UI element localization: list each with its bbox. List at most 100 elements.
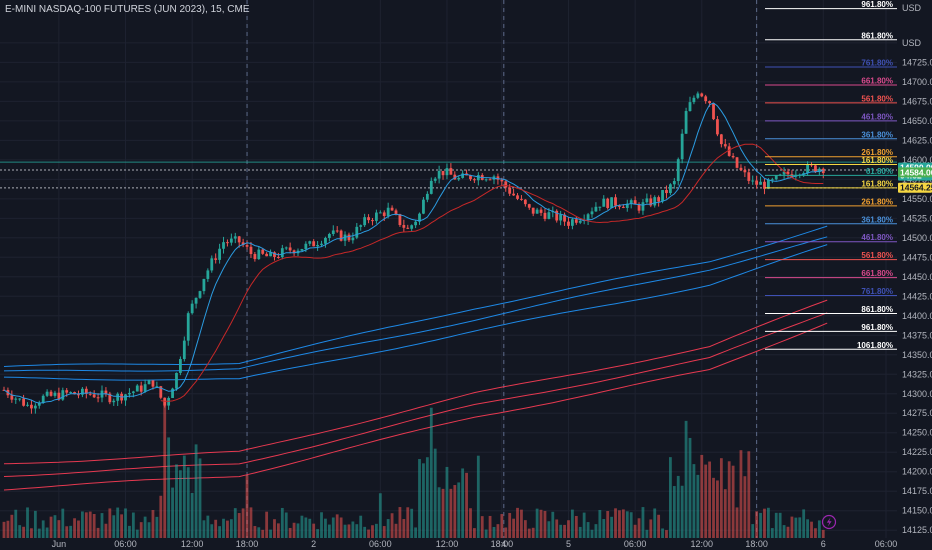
volume-bar [229,519,233,538]
volume-bar [339,517,343,538]
fib-level: 261.80% [765,197,897,207]
candle-body [22,398,25,406]
volume-bar [300,515,304,538]
volume-bar [2,521,6,538]
volume-bar [504,527,508,538]
candle-body [555,210,559,221]
candle-body [814,165,817,173]
candle-body [69,392,73,394]
candle-body [590,211,594,215]
volume-bar [727,461,731,538]
candle-body [33,405,37,409]
candle [606,197,610,210]
candle [743,166,747,178]
candle-body [210,258,214,271]
candle-body [277,256,280,258]
price-tick-label: 14600.00 [902,155,932,165]
candle [371,217,374,226]
candle [441,170,445,180]
volume-bar [731,465,735,538]
candle [429,177,433,195]
candle [625,199,629,212]
candle-body [433,178,437,181]
time-tick-label: 6 [821,539,826,549]
volume-bar [312,523,316,538]
fib-label: 961.80% [861,323,893,332]
candle-body [574,219,578,223]
candle [571,217,574,230]
lightning-icon[interactable] [821,514,837,530]
candle-body [202,278,206,292]
price-axis[interactable]: 14125.00 14150.00 14175.00 14200.00 14225.00… [897,0,932,550]
candle-body [516,195,519,199]
slow-moving-average [160,143,824,402]
candle [641,199,645,215]
candle-body [418,213,421,222]
volume-bar [73,518,76,538]
volume-bar [574,515,578,538]
candle-body [422,199,425,214]
price-tick-label: 14725.00 [902,57,932,67]
time-tick-label: 06:00 [369,539,392,549]
candle [277,252,280,259]
fib-level: 361.80% [765,215,897,225]
candle-body [171,388,174,398]
candle [182,336,186,362]
candle-body [488,179,492,181]
candle [179,356,182,376]
price-tick-label: 14150.00 [902,506,932,516]
volume-bar [343,524,347,538]
volume-bar [367,529,370,538]
time-tick-label: 06:00 [624,539,647,549]
volume-bar [559,524,563,538]
candle-body [684,111,688,134]
candle-body [30,404,33,409]
candle-body [657,197,661,202]
candle-body [653,197,657,206]
candle-body [116,393,120,401]
time-axis[interactable]: Jun 06:00 12:00 18:00 2 06:00 12:00 18:004 5 06:0… [52,539,898,549]
candle [367,214,370,224]
candle-body [190,303,194,314]
fib-label: 361.80% [861,130,893,139]
candle [716,115,719,137]
candle [253,252,257,262]
volume-bar [331,517,335,538]
volume-bar [645,529,649,538]
candle [14,397,18,404]
volume-bar [751,524,755,538]
candle-body [45,391,49,396]
fib-level: 861.80% [765,305,897,314]
candle-body [429,180,433,194]
volume-bar [6,520,10,538]
price-tick-label: 14625.00 [902,135,932,145]
volume-bar [433,448,437,538]
volume-bar [543,510,547,538]
volume-bar [182,455,186,538]
volume-bar [88,511,92,538]
candle-body [253,254,257,260]
volume-bar [527,528,531,538]
candle [339,229,343,242]
candle-body [288,247,292,251]
volume-bar [351,521,355,538]
candle [719,133,723,148]
candle-body [414,221,417,226]
candle-body [375,212,378,221]
candle-body [10,395,14,400]
candle-body [688,102,692,112]
candle-body [261,249,265,254]
volume-bar [65,526,69,538]
candle-body [484,179,488,181]
candle-body [629,200,633,204]
candle [555,209,559,223]
volume-bar [382,526,386,538]
candle-body [355,226,359,238]
candle-body [402,225,406,228]
volume-bar [410,508,414,538]
candle-body [241,242,245,246]
volume-bar [719,458,723,538]
candle-body [367,217,370,221]
volume-bar [802,509,806,538]
